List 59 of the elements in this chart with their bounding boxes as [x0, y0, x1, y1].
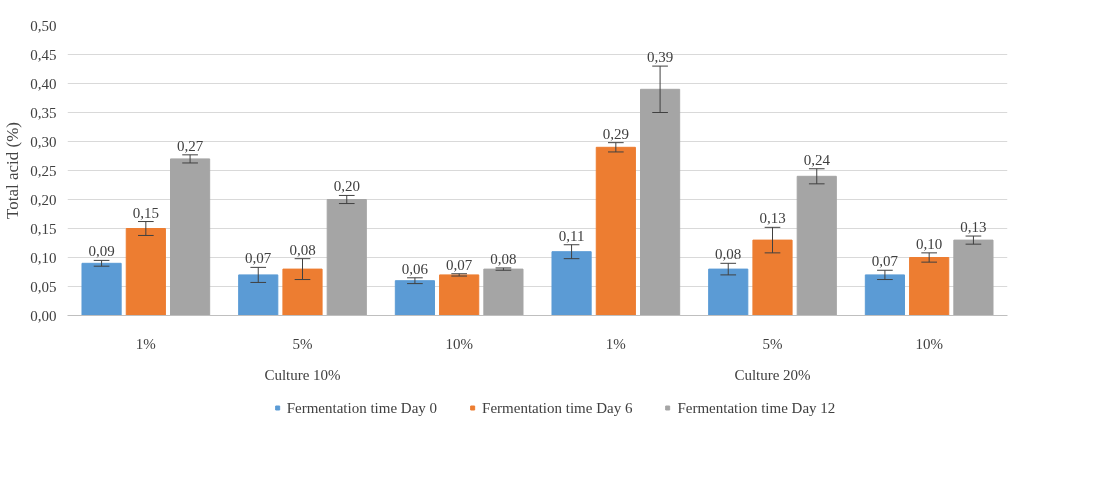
bar — [796, 175, 837, 316]
data-label: 0,24 — [803, 151, 831, 168]
x-tick-label: 1% — [605, 335, 626, 352]
bar — [752, 239, 793, 316]
bar — [125, 228, 166, 316]
data-label: 0,09 — [88, 243, 115, 260]
data-label: 0,08 — [289, 241, 316, 258]
bar — [439, 274, 480, 316]
y-tick-label: 0,20 — [30, 191, 57, 208]
data-label: 0,07 — [245, 250, 272, 267]
legend-label: Fermentation time Day 6 — [482, 399, 633, 416]
bar — [170, 158, 211, 316]
bar — [640, 88, 681, 316]
bar — [326, 199, 367, 316]
x-tick-label: 5% — [292, 335, 313, 352]
data-label: 0,13 — [960, 219, 987, 236]
bar — [864, 274, 905, 316]
y-tick-label: 0,45 — [30, 46, 57, 63]
data-label: 0,20 — [333, 178, 360, 195]
data-label: 0,27 — [176, 137, 204, 154]
bar — [483, 268, 524, 316]
text: Culture 20% — [734, 366, 811, 383]
y-tick-label: 0,25 — [30, 162, 57, 179]
data-label: 0,39 — [646, 49, 674, 66]
text: Culture 10% — [264, 366, 341, 383]
y-tick-label: 0,05 — [30, 278, 57, 295]
y-tick-label: 0,15 — [30, 220, 57, 237]
x-tick-label: 5% — [762, 335, 783, 352]
data-label: 0,29 — [602, 125, 629, 142]
bar — [81, 262, 122, 316]
data-label: 0,07 — [871, 253, 899, 270]
bar — [551, 251, 592, 316]
bar — [238, 274, 279, 316]
data-label: 0,07 — [446, 256, 473, 273]
data-label: 0,06 — [401, 260, 429, 277]
legend-label: Fermentation time Day 12 — [677, 399, 836, 416]
x-tick-label: 10% — [915, 335, 943, 352]
bar — [282, 268, 323, 316]
data-label: 0,08 — [490, 250, 517, 267]
bar — [909, 257, 950, 316]
data-label: 0,15 — [132, 204, 159, 221]
x-tick-label: 1% — [135, 335, 156, 352]
y-tick-label: 0,10 — [30, 249, 57, 266]
y-tick-label: 0,50 — [30, 17, 57, 34]
y-tick-label: 0,00 — [30, 307, 57, 324]
y-tick-label: 0,40 — [30, 75, 57, 92]
y-tick-label: 0,35 — [30, 104, 57, 121]
bar — [953, 239, 994, 316]
data-label: 0,10 — [916, 235, 943, 252]
bar — [595, 146, 636, 316]
y-tick-label: 0,30 — [30, 133, 57, 150]
bar — [394, 280, 435, 316]
data-label: 0,13 — [759, 210, 786, 227]
bar — [708, 268, 749, 316]
y-axis-title: Total acid (%) — [3, 121, 23, 219]
data-label: 0,08 — [715, 246, 742, 263]
legend-label: Fermentation time Day 0 — [286, 399, 438, 416]
data-label: 0,11 — [558, 227, 585, 244]
x-tick-label: 10% — [445, 335, 473, 352]
